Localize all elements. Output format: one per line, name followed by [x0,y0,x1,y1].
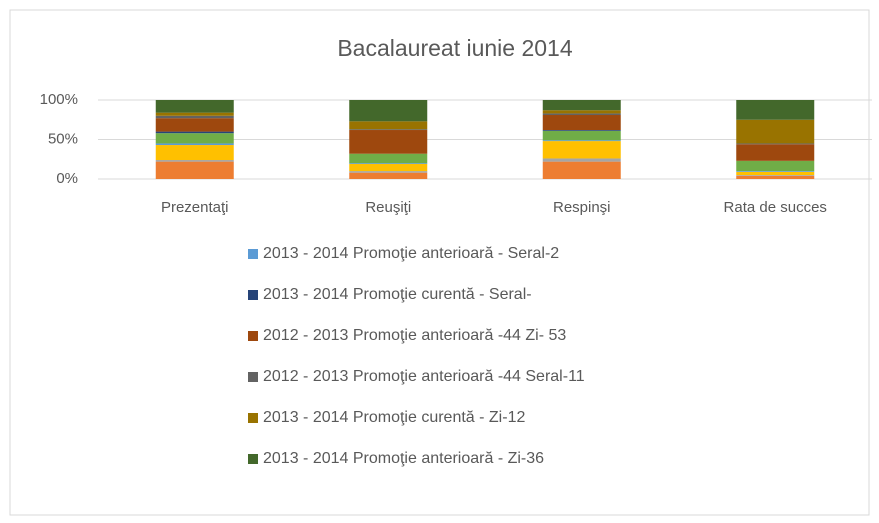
legend-swatch [248,372,258,382]
y-tick-label: 0% [56,170,78,187]
bar-segment [542,115,621,131]
bar-segment [736,100,815,120]
bar-segment [736,119,815,144]
bar-segment [155,131,234,134]
bar-segment [155,145,234,161]
legend-swatch [248,331,258,341]
bar-segment [542,141,621,159]
bar-segment [155,112,234,116]
bar-segment [736,171,815,172]
legend-label: 2013 - 2014 Promoţie curentă - Seral- [263,286,532,303]
bar-segment [349,129,428,131]
x-tick-label: Reuşiţi [365,199,411,216]
bar-segment [736,143,815,145]
legend-swatch [248,249,258,259]
bar-segment [542,113,621,116]
legend-swatch [248,290,258,300]
x-tick-label: Prezentaţi [161,199,229,216]
bar-segment [542,130,621,141]
bar-segment [736,171,815,176]
bar-segment [542,110,621,114]
bar-segment [349,172,428,179]
x-tick-label: Rata de succes [724,199,827,216]
chart-title: Bacalaureat iunie 2014 [337,35,572,61]
bar-segment [736,144,815,161]
legend-label: 2012 - 2013 Promoţie anterioară -44 Zi- … [263,327,566,344]
bar-segment [542,130,621,131]
legend-label: 2013 - 2014 Promoţie anterioară - Seral-… [263,245,559,262]
bar-segment [349,121,428,130]
bar-segment [349,130,428,154]
bar-segment [542,100,621,111]
bar-segment [736,160,815,172]
legend-label: 2012 - 2013 Promoţie anterioară -44 Sera… [263,368,585,385]
bar-segment [155,143,234,146]
bar-segment [736,175,815,179]
bar-segment [736,175,815,176]
bar-segment [349,163,428,172]
y-tick-label: 100% [40,91,78,108]
bar-segment [349,171,428,173]
legend-label: 2013 - 2014 Promoţie anterioară - Zi-36 [263,450,544,467]
bar-segment [155,160,234,162]
bar-segment [349,163,428,164]
bar-segment [542,140,621,142]
legend-swatch [248,454,258,464]
bar-segment [155,133,234,144]
bar-segment [155,100,234,113]
bar-segment [542,161,621,179]
bar-segment [155,161,234,179]
bar-segment [349,153,428,164]
legend-label: 2013 - 2014 Promoţie curentă - Zi-12 [263,409,525,426]
legend-swatch [248,413,258,423]
bar-segment [542,158,621,162]
bar-segment [349,100,428,122]
bar-segment [155,118,234,132]
x-tick-label: Respinşi [553,199,611,216]
y-tick-label: 50% [48,130,78,147]
bar-segment [155,115,234,119]
chart-frame [9,9,870,516]
